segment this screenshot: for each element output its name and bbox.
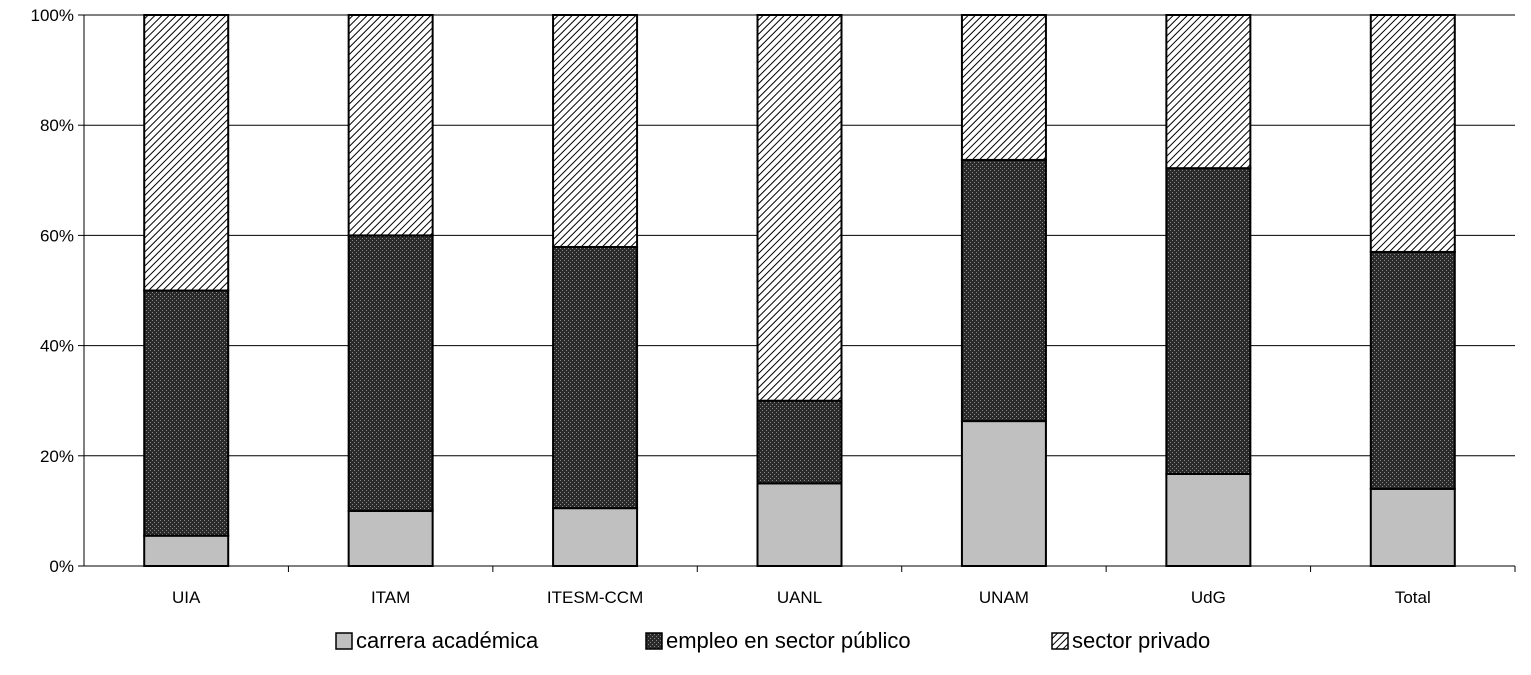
legend-label: sector privado [1072,628,1210,653]
bar-segment-dark-dots [143,289,230,537]
bar-segment-solid-gray [552,507,639,567]
x-tick-label: Total [1395,588,1431,607]
legend-swatch [335,632,353,650]
bar-segment-solid-gray [1165,472,1252,567]
y-tick-label: 40% [40,337,74,356]
x-tick-label: ITAM [371,588,410,607]
y-tick-label: 100% [31,6,74,25]
bar-segment-solid-gray [756,482,843,568]
y-tick-label: 80% [40,116,74,135]
bar-segment-solid-gray [1369,487,1456,567]
bar-segment-solid-gray [960,420,1047,567]
y-tick-label: 0% [49,557,74,576]
bar-segment-diagonal-hatch [756,14,843,402]
x-tick-label: ITESM-CCM [547,588,643,607]
x-tick-label: UIA [172,588,201,607]
bar-segment-dark-dots [552,245,639,510]
bar-segment-diagonal-hatch [1165,14,1252,170]
legend-label: carrera académica [356,628,539,653]
x-tick-label: UNAM [979,588,1029,607]
x-tick-label: UANL [777,588,822,607]
bar-segment-diagonal-hatch [347,14,434,237]
bars [143,14,1456,568]
bar-segment-diagonal-hatch [1369,14,1456,253]
bar-segment-diagonal-hatch [960,14,1047,161]
bar-segment-solid-gray [143,534,230,568]
bar-segment-dark-dots [1369,250,1456,490]
bar-segment-solid-gray [347,509,434,567]
legend: carrera académica empleo en sector públic… [335,628,1210,653]
x-tick-label: UdG [1191,588,1226,607]
bar-segment-dark-dots [960,158,1047,423]
bar-segment-diagonal-hatch [552,14,639,248]
bar-segment-dark-dots [1165,167,1252,475]
y-tick-label: 20% [40,447,74,466]
legend-label: empleo en sector público [666,628,911,653]
axes: 0% 20% 40% 60% 80% 100% UIA ITAM ITESM-CCM UANL UN… [31,6,1516,607]
legend-swatch [1051,632,1069,650]
bar-segment-dark-dots [347,234,434,512]
y-tick-label: 60% [40,226,74,245]
legend-swatch [645,632,663,650]
bar-segment-diagonal-hatch [143,14,230,292]
bar-segment-dark-dots [756,399,843,485]
